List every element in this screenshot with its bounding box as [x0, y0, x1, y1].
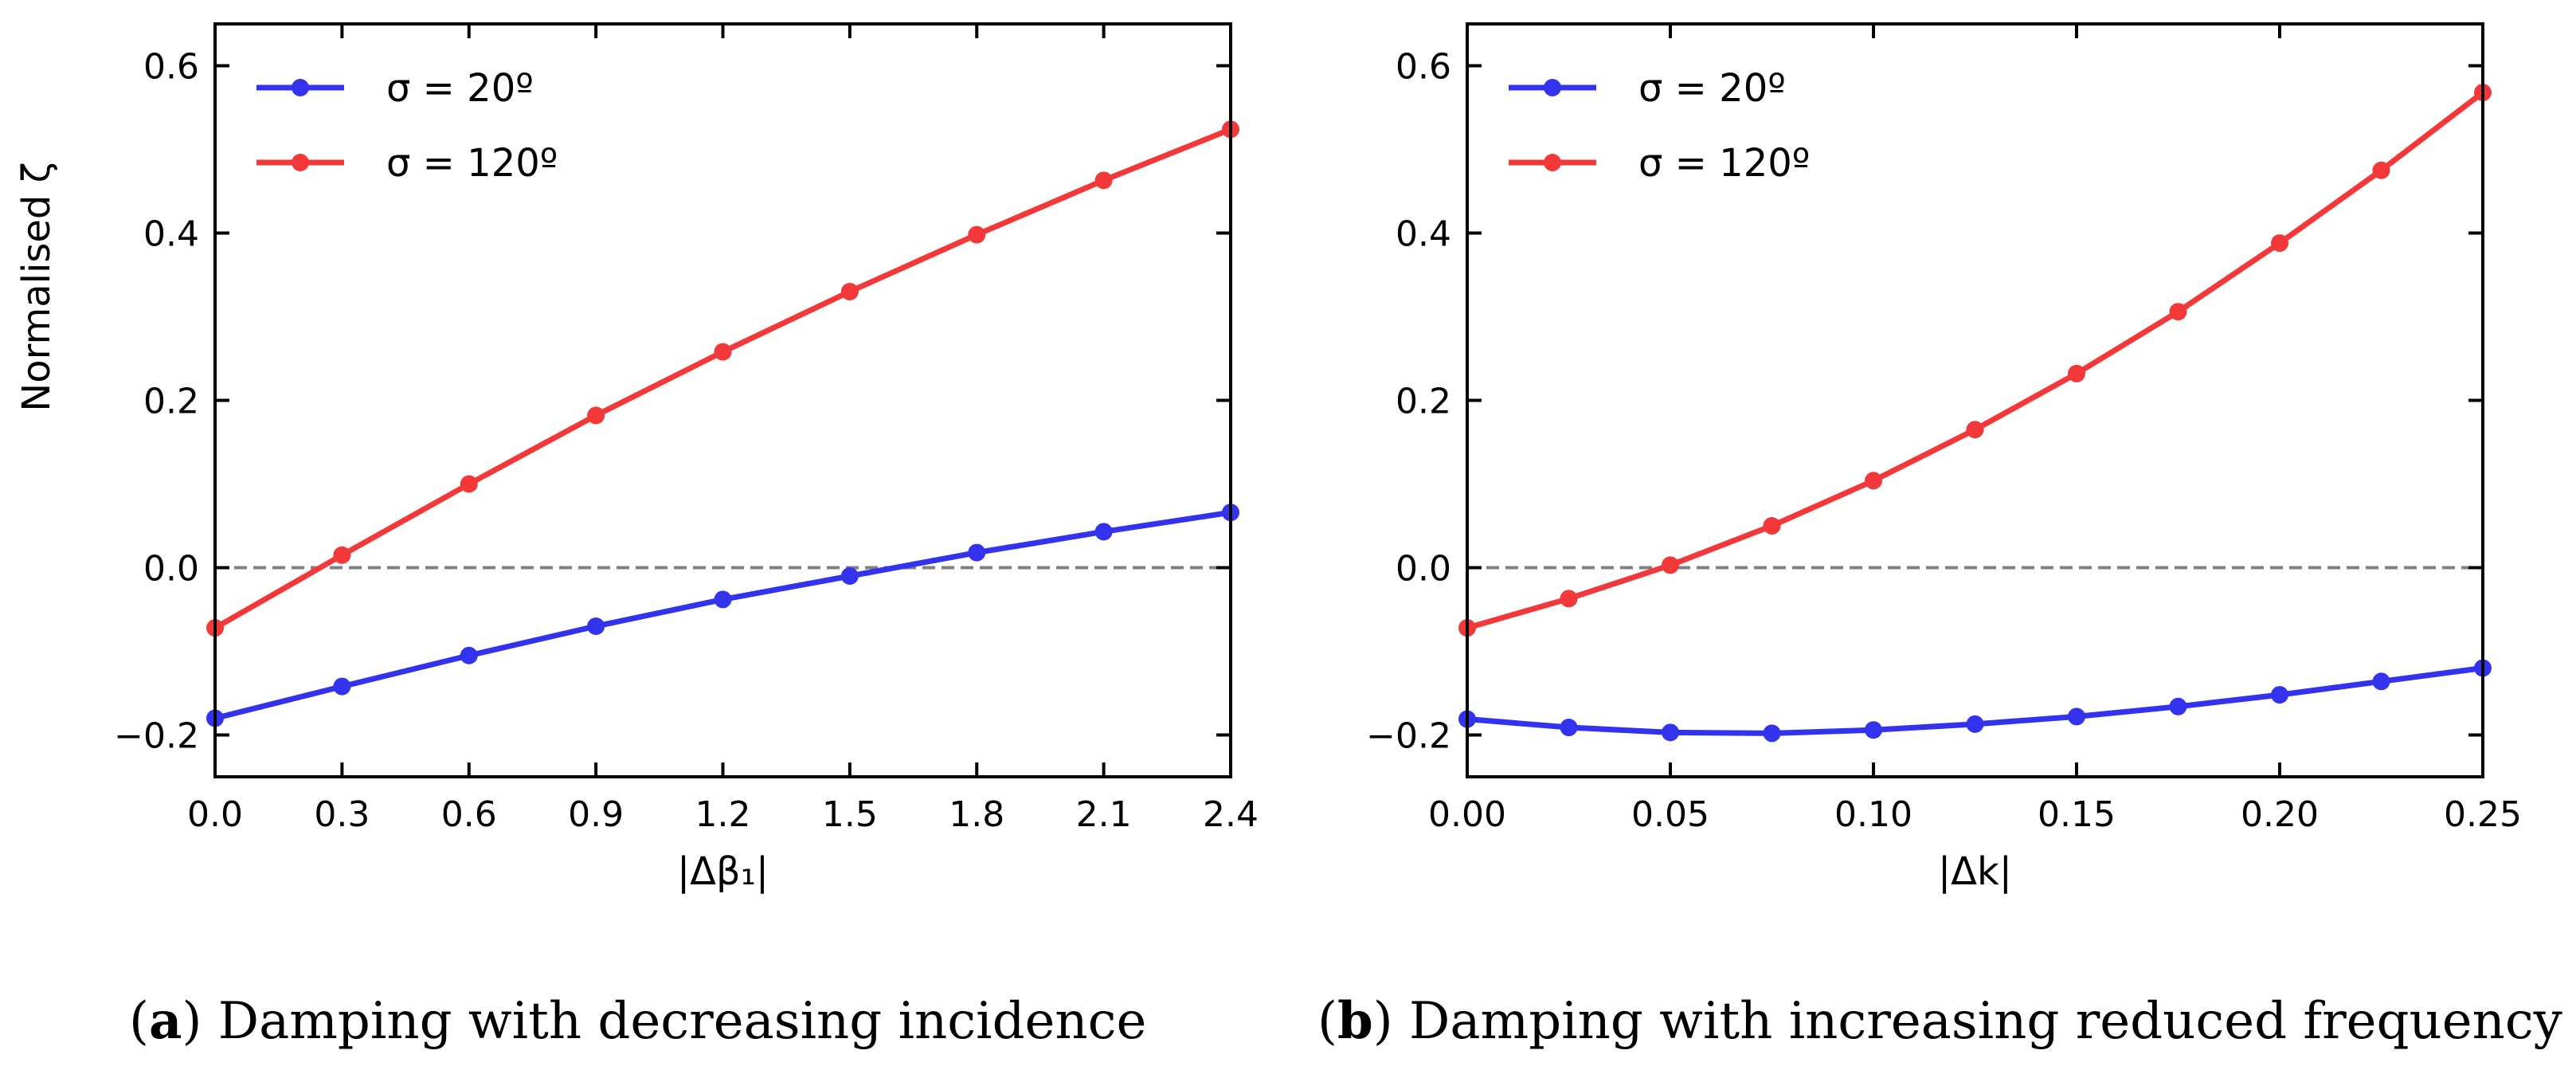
x-axis-label: |Δk|: [1938, 849, 2012, 894]
legend-marker: [1544, 79, 1561, 96]
data-point: [2068, 364, 2085, 382]
data-point: [714, 343, 732, 361]
x-tick-label: 0.6: [441, 794, 497, 835]
caption-panel-b: (b) Damping with increasing reduced freq…: [1317, 991, 2562, 1051]
panel-a: 0.0 0.3 0.6 0.9 1.2 1.5 1.8 2.1 2.4 −0.2 0.0 0.2 0.4…: [114, 22, 1259, 894]
y-tick-label: 0.2: [1396, 382, 1451, 422]
legend-marker: [292, 79, 309, 96]
y-tick-label: 0.2: [143, 382, 199, 422]
y-tick-label: −0.2: [114, 716, 199, 757]
data-point: [968, 543, 986, 562]
data-point: [460, 646, 478, 664]
caption-letter-a: a: [149, 991, 182, 1051]
x-tick-label: 1.2: [695, 794, 751, 835]
legend-label: σ = 20º: [386, 66, 534, 111]
legend-marker: [292, 154, 309, 171]
data-point: [1966, 715, 1984, 733]
legend-marker: [1544, 154, 1561, 171]
data-point: [333, 546, 351, 564]
x-tick-label: 2.4: [1203, 794, 1259, 835]
x-tick-label: 0.15: [2038, 794, 2116, 835]
data-point: [968, 225, 986, 244]
y-axis-label-panel-a: Normalised ζ: [14, 162, 59, 411]
x-tick-label: 1.5: [822, 794, 878, 835]
x-tick-label: 0.0: [187, 794, 243, 835]
caption-panel-a: (a) Damping with decreasing incidence: [129, 991, 1146, 1051]
legend-label: σ = 20º: [1638, 66, 1786, 111]
data-point: [2169, 697, 2187, 715]
x-tick-label: 0.9: [568, 794, 624, 835]
series-line-sigma-120: [212, 126, 1234, 631]
x-tick-label: 0.20: [2241, 794, 2319, 835]
data-point: [714, 590, 732, 609]
data-point: [840, 567, 859, 585]
axes-frame: [1466, 22, 2484, 778]
x-tick-label: 0.00: [1428, 794, 1506, 835]
x-tick-label: 0.3: [314, 794, 370, 835]
data-point: [1560, 590, 1578, 608]
data-point: [1966, 421, 1984, 439]
y-tick-label: −0.2: [1366, 716, 1451, 757]
y-tick-label: 0.0: [1396, 549, 1451, 590]
x-tick-label: 2.1: [1076, 794, 1132, 835]
panel-b: 0.00 0.05 0.10 0.15 0.20 0.25 −0.2 0.0 0.2 0.4 0.6…: [1366, 22, 2522, 894]
caption-letter-b: b: [1337, 991, 1373, 1051]
data-point: [1763, 517, 1781, 535]
data-point: [2068, 707, 2085, 726]
caption-text-a: Damping with decreasing incidence: [202, 992, 1146, 1051]
axes-frame: [213, 22, 1232, 778]
x-tick-label: 1.8: [949, 794, 1004, 835]
y-tick-label: 0.6: [1396, 47, 1451, 88]
x-axis-label: |Δβ₁|: [677, 849, 769, 894]
data-point: [1094, 523, 1113, 541]
data-point: [2372, 672, 2390, 691]
data-point: [1662, 723, 1679, 742]
data-point: [1560, 719, 1578, 737]
data-point: [1662, 556, 1679, 574]
data-point: [460, 475, 478, 493]
caption-text-b: Damping with increasing reduced frequenc…: [1393, 992, 2562, 1051]
x-tick-label: 0.10: [1834, 794, 1912, 835]
data-point: [2372, 161, 2390, 179]
data-point: [587, 617, 605, 635]
y-tick-label: 0.4: [1396, 214, 1451, 255]
series-line-sigma-120: [1464, 89, 2486, 631]
data-point: [2169, 303, 2187, 321]
data-point: [2271, 234, 2288, 253]
x-tick-label: 0.25: [2444, 794, 2522, 835]
y-tick-label: 0.4: [143, 214, 199, 255]
y-tick-label: 0.6: [143, 47, 199, 88]
data-point: [1865, 472, 1882, 490]
legend-label: σ = 120º: [1638, 141, 1810, 186]
legend-label: σ = 120º: [386, 141, 558, 186]
x-tick-label: 0.05: [1631, 794, 1709, 835]
data-point: [840, 283, 859, 300]
y-tick-label: 0.0: [143, 549, 199, 590]
data-point: [587, 406, 605, 425]
data-point: [2271, 686, 2288, 704]
data-point: [333, 677, 351, 696]
data-point: [1763, 724, 1781, 743]
data-point: [1865, 721, 1882, 739]
data-point: [1094, 171, 1113, 190]
